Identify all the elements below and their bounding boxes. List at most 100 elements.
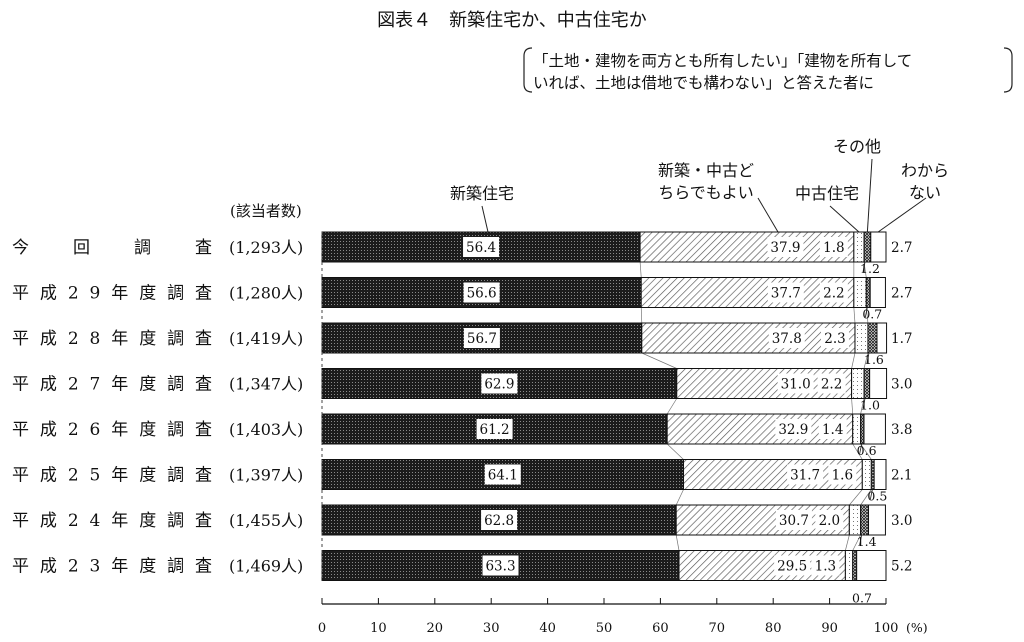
connector-line [845,534,850,551]
value-label-s0: 56.7 [467,331,497,347]
category-label: 平成27年度調査 [12,375,212,395]
x-tick-label: 60 [652,621,669,636]
value-label-s1: 37.8 [772,331,802,347]
x-axis: 0 10 20 30 40 50 60 70 80 90 100 (%) [318,232,928,636]
value-label-s4: 3.8 [891,422,912,438]
value-label-s3: 0.5 [867,489,887,504]
value-label-s1: 30.7 [779,513,809,529]
value-label-s1: 31.7 [790,468,820,484]
value-label-s3: 0.7 [852,591,872,606]
bar-segment-s3 [852,550,858,581]
connector-line [675,489,684,506]
category-label: 平成29年度調査 [12,284,212,304]
value-label-box [775,510,812,530]
value-label-box [481,510,518,530]
connector-line [851,352,856,369]
connector-line [640,307,643,324]
bar-segment-s4 [856,550,887,581]
bar-rows: 今 回 調 査 (1,293人) 56.4 37.9 1.8 2.71.2平成29年度調査… [12,231,912,606]
value-label-s2: 1.6 [832,468,853,484]
value-label-s3: 0.7 [862,307,882,322]
x-tick-label: 30 [483,621,500,636]
value-label-box [777,373,814,394]
value-label-s2: 2.0 [819,513,840,529]
value-label-box [787,464,824,485]
value-label-s4: 5.2 [891,559,912,575]
leader-line [866,352,870,364]
bar-row-5: 平成25年度調査 (1,397人) 64.1 31.7 1.6 2.1 0.5 [12,459,912,504]
x-tick-label: 70 [709,621,726,636]
value-label-box [482,555,519,576]
bar-segment-s2 [853,231,865,263]
x-unit-label: (%) [906,620,928,635]
x-tick-label: 10 [370,621,387,636]
value-label-s3: 1.0 [860,398,880,413]
connector-line [852,443,863,460]
bar-segment-s4 [876,322,888,354]
value-label-box [818,419,847,439]
value-label-s0: 61.2 [480,422,510,438]
value-label-box [774,555,811,576]
bar-segment-s1 [641,322,856,354]
bar-segment-s4 [863,413,886,445]
bar-connectors [639,261,872,551]
value-label-s0: 56.4 [466,240,496,256]
leader-line [869,489,873,500]
x-tick-label: 100 [874,621,899,636]
bar-row-0: 今 回 調 査 (1,293人) 56.4 37.9 1.8 2.7 1.2 [12,231,912,276]
connector-line [851,398,854,415]
value-label-box [767,237,804,257]
legend-leader-s4 [877,197,927,233]
category-label: 今 回 調 査 [12,238,212,258]
value-label-box [484,464,521,485]
value-label-s0: 62.8 [484,513,514,529]
value-label-s4: 2.7 [891,240,912,256]
value-label-s2: 1.3 [815,559,836,575]
bar-segment-s1 [640,277,855,308]
x-tick-label: 50 [596,621,613,636]
subtitle-line-2: いれば、土地は借地でも構わない」と答えた者に [533,74,874,92]
bar-segment-s3 [860,413,865,445]
legend-label-s1: 新築・中古ど [658,161,754,180]
value-label-s0: 64.1 [488,468,518,484]
connector-line [853,307,856,324]
legend-label-s4: ない [909,183,941,202]
leader-line [859,443,863,455]
legend-label-s1: ちらでもよい [658,183,754,202]
connector-line [860,398,865,415]
bar-row-3: 平成27年度調査 (1,347人) 62.9 31.0 2.2 3.0 1.0 [12,368,912,413]
x-tick-label: 20 [427,621,444,636]
value-label-s3: 0.6 [857,443,877,458]
leader-line [859,534,863,546]
subtitle-note: 「土地・建物を両方とも所有したい」「建物を所有して いれば、土地は借地でも構わな… [523,47,1013,93]
value-label-box [817,373,846,394]
respondents-label: (1,403人) [229,420,303,439]
bar-segment-s4 [868,504,886,536]
value-label-box [767,282,804,303]
value-label-s1: 37.7 [771,286,801,302]
x-tick-label: 0 [318,621,326,636]
value-label-box [815,510,844,530]
bar-row-7: 平成23年度調査 (1,469人) 63.3 29.5 1.3 5.2 0.7 [12,550,912,606]
legend-leader-s3 [866,158,873,233]
bar-segment-s4 [869,277,886,308]
connector-line [852,534,861,551]
connector-line [675,534,680,551]
category-label: 平成25年度調査 [12,466,212,486]
value-label-s2: 2.2 [821,377,842,393]
bar-row-4: 平成26年度調査 (1,403人) 61.2 32.9 1.4 3.8 0.6 [12,413,912,458]
bar-segment-s4 [873,459,887,490]
value-label-s0: 56.6 [467,286,497,302]
bar-segment-s3 [867,322,878,354]
value-label-s4: 2.1 [891,468,912,484]
bar-segment-s3 [865,277,871,308]
bar-row-2: 平成28年度調査 (1,419人) 56.7 37.8 2.3 1.7 1.6 [12,322,912,367]
value-label-s3: 1.2 [860,261,880,276]
connector-line [639,261,642,278]
connector-line [863,352,869,369]
bar-segment-s2 [848,504,862,536]
connector-line [860,489,872,506]
bar-segment-s4 [870,231,887,263]
respondents-label: (1,419人) [229,329,303,348]
connector-line [860,443,872,460]
